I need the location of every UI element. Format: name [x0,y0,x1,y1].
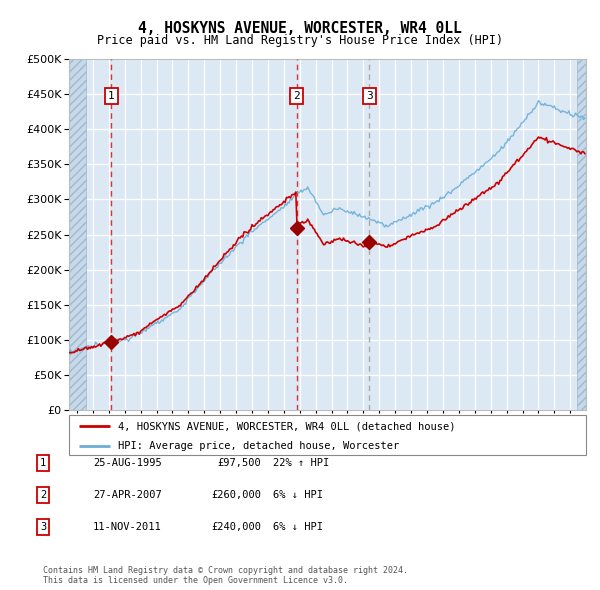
Text: 4, HOSKYNS AVENUE, WORCESTER, WR4 0LL: 4, HOSKYNS AVENUE, WORCESTER, WR4 0LL [138,21,462,36]
Text: 3: 3 [366,91,373,101]
Bar [69,59,86,410]
Text: 1: 1 [40,458,46,468]
Text: 22% ↑ HPI: 22% ↑ HPI [273,458,329,468]
Text: Price paid vs. HM Land Registry's House Price Index (HPI): Price paid vs. HM Land Registry's House … [97,34,503,47]
Text: 27-APR-2007: 27-APR-2007 [93,490,162,500]
Text: 3: 3 [40,522,46,532]
Text: 2: 2 [293,91,300,101]
Text: 11-NOV-2011: 11-NOV-2011 [93,522,162,532]
Text: 25-AUG-1995: 25-AUG-1995 [93,458,162,468]
Text: 4, HOSKYNS AVENUE, WORCESTER, WR4 0LL (detached house): 4, HOSKYNS AVENUE, WORCESTER, WR4 0LL (d… [118,421,455,431]
Text: HPI: Average price, detached house, Worcester: HPI: Average price, detached house, Worc… [118,441,400,451]
Text: £260,000: £260,000 [211,490,261,500]
Text: 6% ↓ HPI: 6% ↓ HPI [273,522,323,532]
Bar [577,59,586,410]
Text: 1: 1 [108,91,115,101]
Text: Contains HM Land Registry data © Crown copyright and database right 2024.
This d: Contains HM Land Registry data © Crown c… [43,566,408,585]
Text: 6% ↓ HPI: 6% ↓ HPI [273,490,323,500]
FancyBboxPatch shape [69,415,586,455]
Text: £97,500: £97,500 [217,458,261,468]
Text: 2: 2 [40,490,46,500]
Text: £240,000: £240,000 [211,522,261,532]
